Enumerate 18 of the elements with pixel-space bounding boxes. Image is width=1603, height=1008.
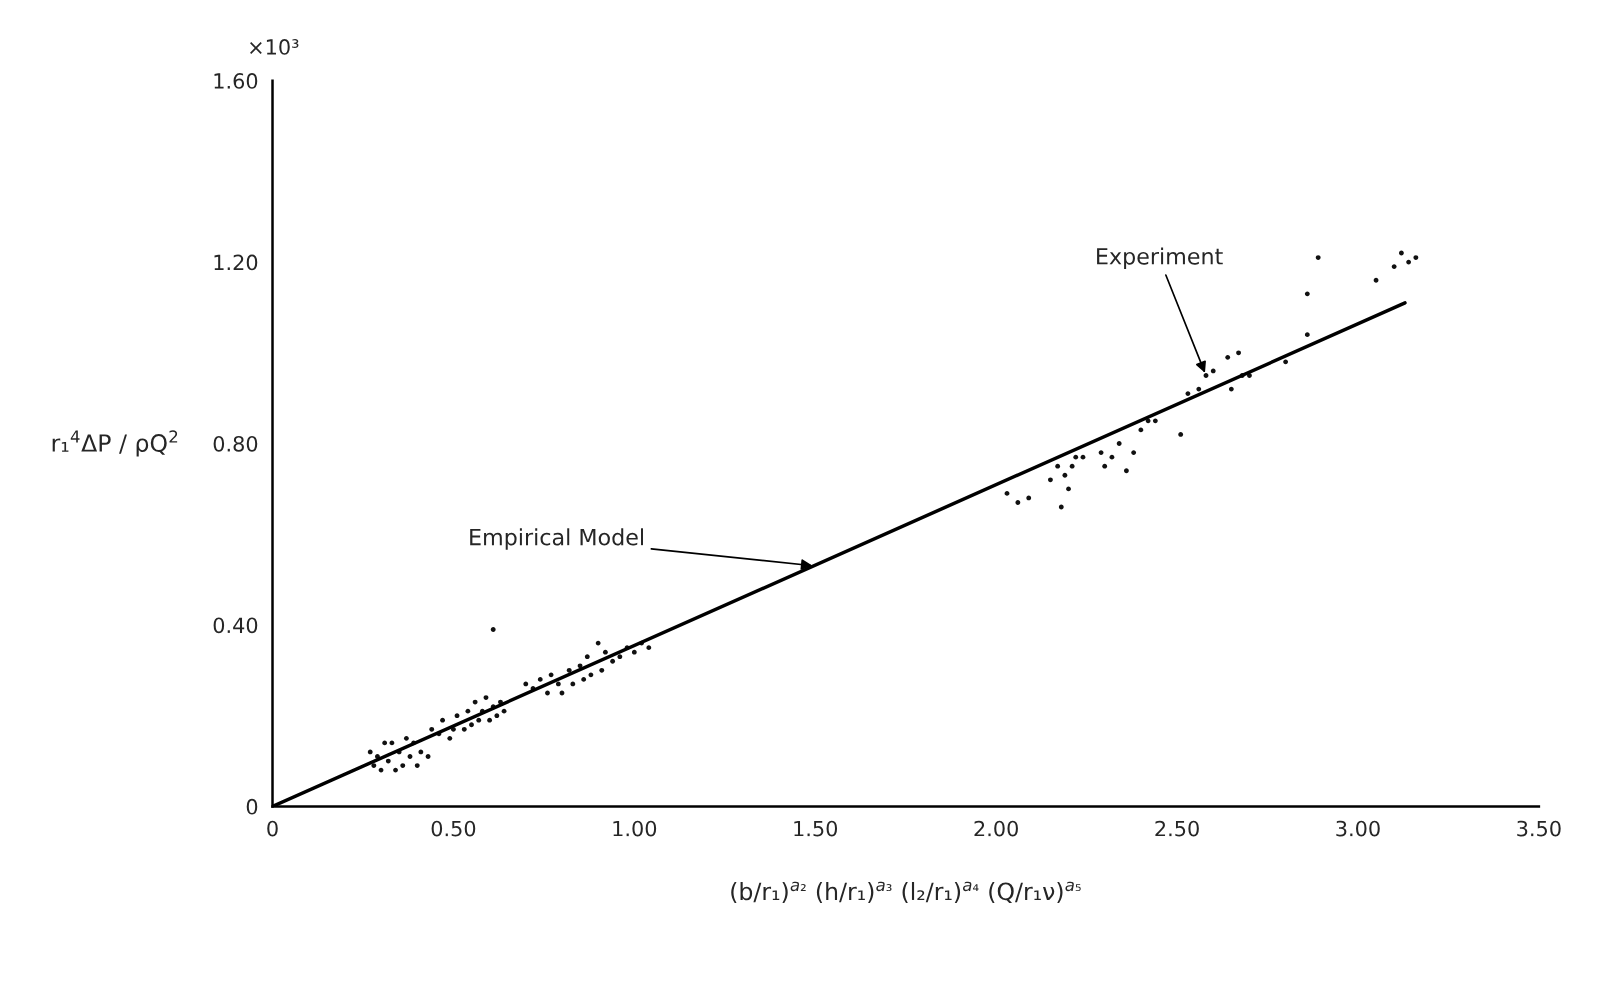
annotation: Experiment <box>1097 247 1223 269</box>
x-tick-label: 3.00 <box>1336 820 1380 837</box>
x-axis-title: (b/r₁)$^{a₂}$ (h/r₁)$^{a₃}$ (l₂/r₁)$^{a₄}$ (Q/r₁ν)$^{a₅}$ <box>731 881 1081 904</box>
y-tick-label: 0.40 <box>213 617 258 634</box>
x-tick-label: 2.50 <box>1155 820 1199 837</box>
annotation: Empirical Model <box>470 528 644 550</box>
x-tick-label: 3.50 <box>1517 820 1561 837</box>
x-tick-label: 1.50 <box>794 820 838 837</box>
y-tick-label: 1.20 <box>214 254 258 271</box>
y-axis-title: r₁$^{4}$ΔP / ρQ$^{2}$ <box>52 430 178 457</box>
x-tick-label: 0 <box>267 820 278 837</box>
x-tick-label: 1.00 <box>613 820 657 837</box>
y-tick-label: 0 <box>246 798 258 815</box>
y-tick-label: 1.60 <box>214 73 258 89</box>
x-tick-label: 2.00 <box>974 820 1018 837</box>
text: ×10³ <box>250 39 299 55</box>
y-tick-label: 0.80 <box>213 435 258 452</box>
x-tick-label: 0.50 <box>431 820 476 837</box>
